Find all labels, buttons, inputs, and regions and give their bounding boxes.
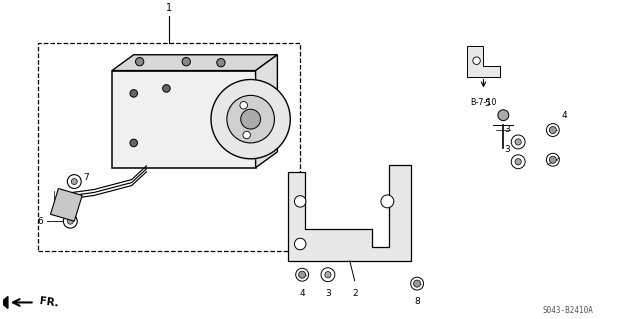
Circle shape: [515, 159, 522, 165]
Circle shape: [299, 271, 306, 278]
Polygon shape: [255, 55, 277, 168]
Circle shape: [413, 280, 420, 287]
Circle shape: [163, 85, 170, 92]
Circle shape: [182, 57, 190, 66]
Circle shape: [241, 109, 260, 129]
Circle shape: [294, 196, 306, 207]
Text: 2: 2: [352, 289, 358, 298]
Polygon shape: [51, 189, 82, 221]
Text: 5: 5: [484, 99, 490, 108]
Circle shape: [130, 139, 138, 147]
Polygon shape: [1, 296, 8, 308]
Circle shape: [498, 110, 509, 121]
Circle shape: [211, 79, 291, 159]
Text: 3: 3: [504, 125, 510, 134]
Circle shape: [130, 90, 138, 97]
Circle shape: [240, 101, 248, 109]
Circle shape: [515, 139, 522, 145]
Circle shape: [549, 127, 556, 134]
Text: 4: 4: [300, 289, 305, 298]
Text: 7: 7: [83, 173, 89, 182]
Text: 4: 4: [562, 111, 568, 120]
Circle shape: [243, 131, 250, 139]
Text: 1: 1: [166, 3, 172, 13]
Text: 8: 8: [414, 296, 420, 306]
Text: 6: 6: [38, 217, 44, 226]
Circle shape: [71, 179, 77, 184]
Circle shape: [212, 116, 220, 124]
FancyArrowPatch shape: [13, 299, 32, 306]
Text: S043-B2410A: S043-B2410A: [542, 306, 593, 315]
Circle shape: [325, 271, 331, 278]
Text: 3: 3: [325, 289, 331, 298]
Text: B-7-10: B-7-10: [470, 98, 497, 107]
Circle shape: [67, 218, 73, 224]
Bar: [112, 70, 255, 168]
Polygon shape: [288, 165, 411, 261]
Circle shape: [217, 58, 225, 67]
Circle shape: [473, 57, 480, 64]
Circle shape: [549, 156, 556, 163]
Circle shape: [381, 195, 394, 208]
Circle shape: [136, 57, 144, 66]
Circle shape: [227, 95, 275, 143]
Text: 3: 3: [504, 145, 510, 154]
Polygon shape: [112, 55, 277, 70]
Text: FR.: FR.: [38, 296, 59, 309]
Bar: [38, 43, 300, 251]
Circle shape: [294, 238, 306, 250]
Polygon shape: [467, 46, 500, 77]
